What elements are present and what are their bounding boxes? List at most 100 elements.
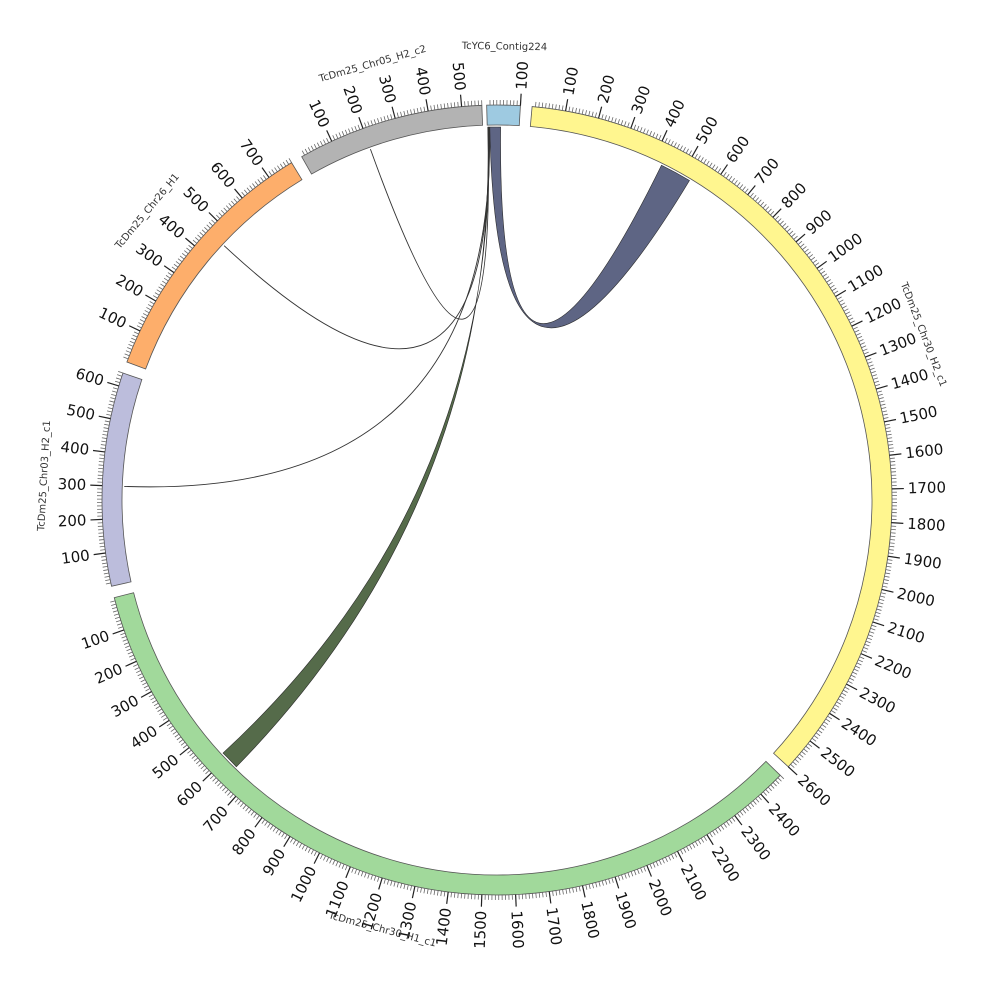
links-layer	[124, 127, 689, 767]
tick-label: 600	[207, 158, 239, 191]
tick-label: 900	[259, 845, 289, 879]
tick-label: 600	[722, 133, 753, 167]
major-tick	[99, 416, 111, 418]
tick-label: 1600	[904, 440, 944, 462]
major-tick	[735, 815, 742, 825]
major-tick	[631, 117, 635, 128]
major-tick	[876, 386, 888, 389]
tick-label: 700	[200, 802, 232, 835]
tick-label: 200	[57, 511, 86, 530]
contig-arc-1	[530, 107, 892, 767]
link-2	[370, 127, 488, 319]
major-tick	[346, 867, 350, 878]
tick-label: 100	[79, 627, 112, 653]
major-tick	[549, 892, 551, 904]
tick-label: 1500	[898, 402, 939, 427]
major-tick	[180, 748, 189, 756]
major-tick	[773, 209, 781, 218]
major-tick	[582, 886, 585, 898]
major-tick	[426, 99, 428, 111]
major-tick	[228, 796, 236, 805]
tick-label: 500	[149, 751, 183, 783]
major-tick	[516, 895, 517, 907]
major-tick	[164, 266, 174, 273]
major-tick	[647, 865, 652, 876]
tick-label: 200	[113, 271, 147, 301]
contig-arc-3	[102, 373, 142, 586]
tick-label: 1800	[907, 515, 946, 535]
tick-label: 600	[173, 777, 206, 810]
major-tick	[810, 741, 820, 748]
link-1	[223, 127, 489, 767]
major-tick	[235, 189, 243, 198]
tick-label: 2000	[645, 877, 676, 919]
major-tick	[884, 419, 896, 421]
major-tick	[788, 767, 797, 775]
major-tick	[748, 185, 756, 194]
major-tick	[203, 773, 212, 781]
tick-label: 1900	[611, 890, 640, 932]
major-tick	[447, 892, 448, 904]
major-tick	[817, 261, 827, 268]
tick-label: 400	[411, 66, 434, 97]
major-tick	[599, 107, 602, 119]
contig-label-4: TcDm25_Chr26_H1	[113, 172, 182, 252]
major-tick	[461, 95, 462, 107]
major-tick	[379, 878, 382, 889]
major-tick	[520, 94, 521, 106]
tick-label: 700	[751, 155, 783, 189]
tick-label: 300	[628, 83, 655, 116]
major-tick	[882, 589, 894, 592]
tick-label: 1400	[889, 365, 931, 393]
tick-label: 200	[594, 73, 619, 105]
tick-label: 1700	[542, 906, 565, 946]
tick-label: 2500	[817, 744, 858, 782]
tick-label: 100	[559, 65, 582, 96]
major-tick	[721, 165, 728, 175]
tick-label: 500	[449, 61, 469, 91]
tick-label: 1300	[877, 329, 919, 360]
contig-arc-2	[114, 593, 780, 895]
major-tick	[159, 720, 169, 727]
tick-label: 100	[305, 97, 333, 131]
major-tick	[262, 168, 269, 178]
tick-label: 400	[60, 438, 91, 459]
tick-label: 900	[802, 206, 835, 238]
tick-label: 500	[179, 183, 212, 216]
major-tick	[93, 450, 105, 451]
major-tick	[761, 794, 769, 803]
tick-label: 600	[74, 364, 107, 390]
major-tick	[566, 99, 568, 111]
tick-label: 2100	[885, 618, 927, 647]
tick-label: 400	[661, 97, 689, 131]
major-tick	[255, 818, 262, 828]
tick-label: 1700	[908, 478, 947, 497]
tick-label: 100	[512, 61, 532, 91]
tick-label: 200	[339, 83, 366, 116]
major-tick	[615, 877, 619, 888]
tick-label: 800	[778, 179, 811, 212]
tick-label: 1100	[845, 261, 887, 296]
tick-label: 200	[92, 660, 125, 688]
tick-label: 500	[65, 401, 97, 425]
tick-label: 2600	[794, 771, 834, 810]
tick-label: 1200	[862, 294, 904, 327]
tick-label: 300	[108, 691, 142, 721]
tick-label: 2200	[872, 652, 914, 683]
contig-label-5: TcDm25_Chr05_H2_c2	[317, 44, 428, 85]
tick-label: 2400	[765, 800, 804, 840]
contig-label-3: TcDm25_Chr03_H2_c1	[36, 420, 53, 532]
tick-label: 500	[692, 113, 722, 147]
tick-label: 2100	[677, 861, 710, 903]
major-tick	[888, 556, 900, 558]
major-tick	[829, 713, 839, 719]
major-tick	[209, 212, 217, 220]
major-tick	[113, 630, 124, 634]
tick-label: 100	[96, 304, 130, 333]
tick-label: 1900	[903, 550, 943, 573]
major-tick	[865, 353, 876, 357]
major-tick	[873, 622, 884, 626]
tick-label: 400	[127, 722, 161, 753]
contig-label-2: TcDm25_Chr30_H1_c1	[326, 910, 437, 949]
